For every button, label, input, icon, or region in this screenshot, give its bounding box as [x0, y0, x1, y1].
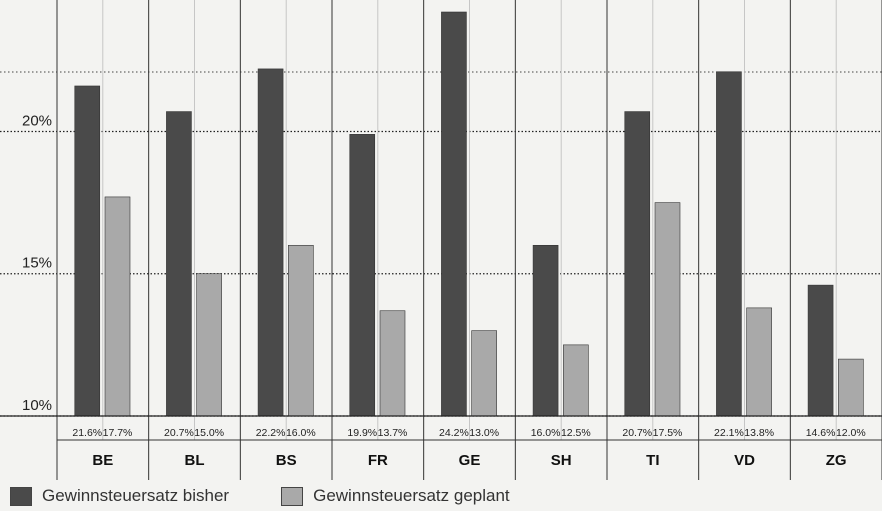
legend-label-geplant: Gewinnsteuersatz geplant — [313, 486, 510, 505]
bar-ti-bisher — [624, 111, 651, 417]
category-label-ge: GE — [459, 452, 481, 469]
bar-be-bisher — [74, 85, 101, 417]
category-label-bl: BL — [185, 452, 205, 469]
bar-ge-geplant — [471, 330, 497, 417]
legend-swatch-bisher — [10, 486, 32, 506]
legend-item-bisher: Gewinnsteuersatz bisher — [10, 486, 229, 506]
bar-bs-bisher — [257, 68, 284, 417]
category-label-fr: FR — [368, 452, 388, 469]
legend-item-geplant: Gewinnsteuersatz geplant — [281, 486, 510, 506]
value-label-bl-geplant: 15.0% — [194, 427, 224, 439]
value-label-ge-geplant: 13.0% — [469, 427, 499, 439]
legend: Gewinnsteuersatz bisher Gewinnsteuersatz… — [10, 486, 562, 506]
bar-vd-geplant — [746, 307, 772, 417]
category-label-sh: SH — [551, 452, 572, 469]
value-label-fr-bisher: 19.9% — [347, 427, 377, 439]
value-label-zg-geplant: 12.0% — [836, 427, 866, 439]
y-tick-label: 20% — [22, 112, 52, 129]
value-label-ge-bisher: 24.2% — [439, 427, 469, 439]
bar-ti-geplant — [654, 202, 681, 417]
value-label-fr-geplant: 13.7% — [378, 427, 408, 439]
bar-be-geplant — [104, 196, 131, 417]
legend-swatch-geplant — [281, 486, 304, 506]
bar-vd-bisher — [716, 71, 742, 417]
bar-zg-geplant — [838, 358, 864, 417]
bar-fr-geplant — [379, 310, 406, 417]
bar-sh-geplant — [563, 344, 589, 417]
y-tick-label: 15% — [22, 255, 52, 272]
bar-ge-bisher — [441, 11, 467, 417]
bar-fr-bisher — [349, 134, 376, 417]
category-label-be: BE — [92, 452, 113, 469]
bar-zg-bisher — [807, 284, 834, 417]
value-label-be-geplant: 17.7% — [103, 427, 133, 439]
value-label-zg-bisher: 14.6% — [806, 427, 836, 439]
value-label-bl-bisher: 20.7% — [164, 427, 194, 439]
bar-bs-geplant — [288, 244, 314, 417]
y-tick-label: 10% — [22, 397, 52, 414]
bar-bl-bisher — [166, 111, 192, 417]
value-label-bs-bisher: 22.2% — [256, 427, 286, 439]
value-label-vd-geplant: 13.8% — [744, 427, 774, 439]
value-label-ti-bisher: 20.7% — [622, 427, 652, 439]
legend-label-bisher: Gewinnsteuersatz bisher — [42, 486, 230, 505]
value-label-sh-geplant: 12.5% — [561, 427, 591, 439]
bar-sh-bisher — [532, 244, 559, 417]
category-label-bs: BS — [276, 452, 297, 469]
bar-bl-geplant — [196, 273, 222, 417]
value-label-sh-bisher: 16.0% — [531, 427, 561, 439]
value-label-ti-geplant: 17.5% — [653, 427, 683, 439]
value-label-vd-bisher: 22.1% — [714, 427, 744, 439]
category-label-vd: VD — [734, 452, 755, 469]
category-label-zg: ZG — [826, 452, 847, 469]
value-label-be-bisher: 21.6% — [72, 427, 102, 439]
value-label-bs-geplant: 16.0% — [286, 427, 316, 439]
category-label-ti: TI — [646, 452, 659, 469]
